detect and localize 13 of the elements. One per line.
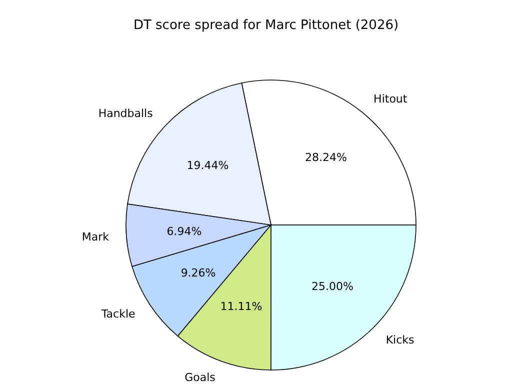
slice-label: Tackle (100, 308, 136, 321)
slice-label: Goals (184, 371, 216, 384)
chart-title: DT score spread for Marc Pittonet (2026) (132, 18, 400, 33)
data-label: 25.00% (312, 280, 354, 294)
slice-label: Mark (82, 230, 110, 244)
data-label: 11.11% (220, 300, 262, 314)
slice-label: Hitout (374, 92, 408, 106)
data-label: 19.44% (186, 158, 229, 172)
data-label: 6.94% (166, 224, 202, 238)
slice-label: Kicks (386, 333, 415, 346)
data-label: 9.26% (180, 266, 216, 280)
data-label: 28.24% (304, 151, 347, 164)
slice-label: Handballs (98, 107, 154, 120)
